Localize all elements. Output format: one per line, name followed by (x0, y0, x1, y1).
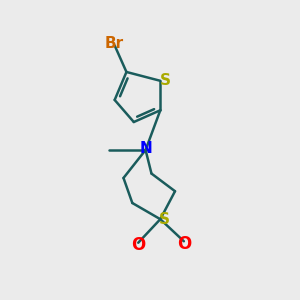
Text: N: N (140, 141, 152, 156)
Text: S: S (160, 73, 171, 88)
Text: Br: Br (105, 37, 124, 52)
Text: S: S (159, 212, 170, 227)
Text: O: O (177, 235, 191, 253)
Text: O: O (131, 236, 145, 254)
